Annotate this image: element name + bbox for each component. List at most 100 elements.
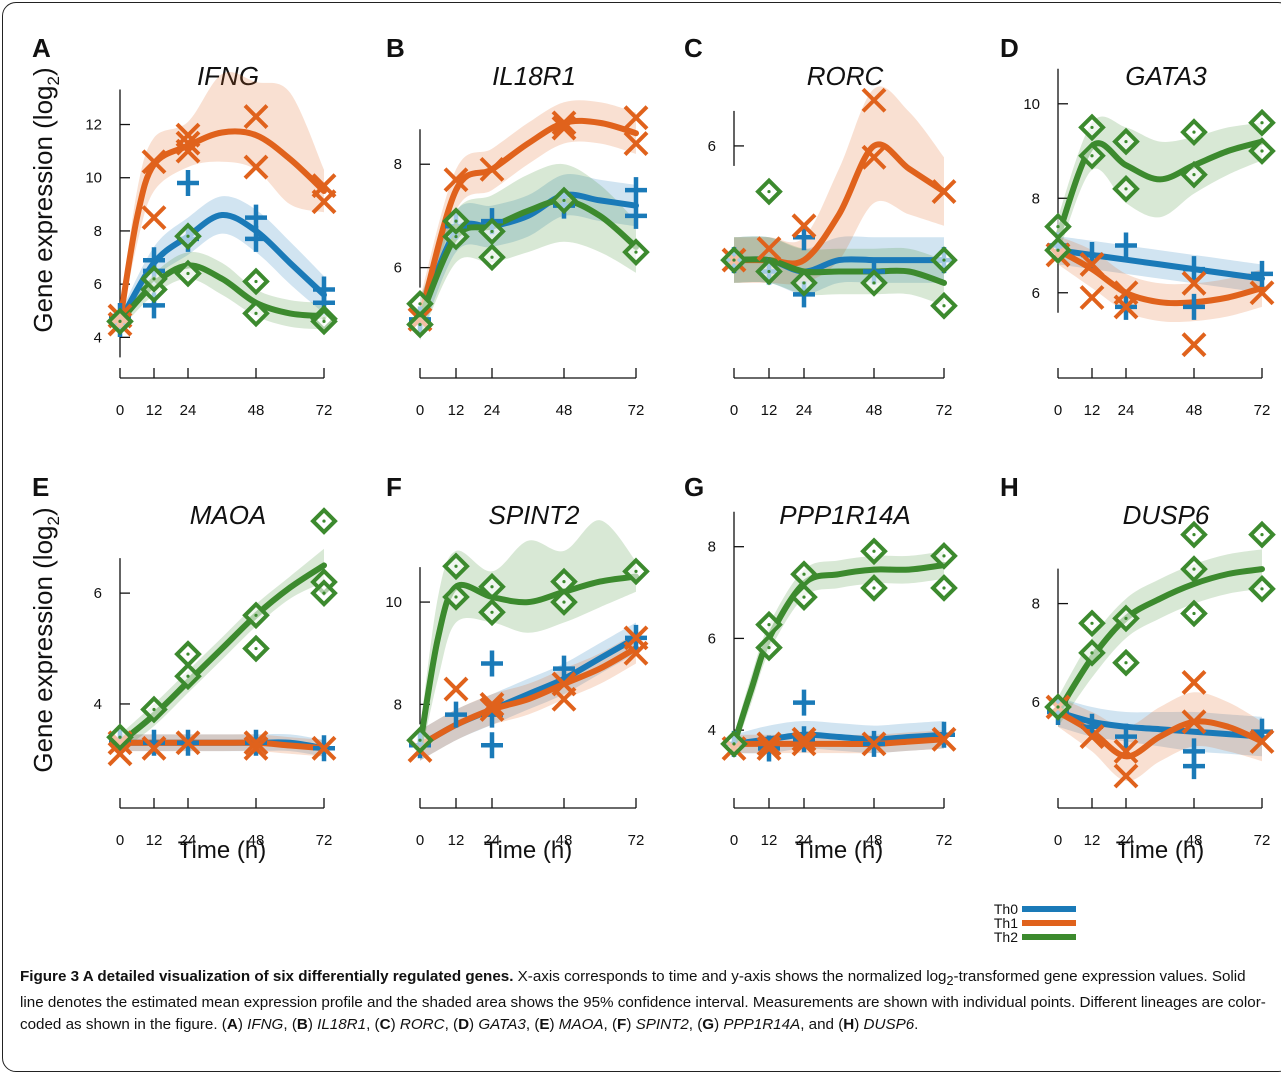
point-th1 [141, 149, 167, 175]
point-th2-center [732, 258, 736, 262]
point-th2-center [1090, 621, 1094, 625]
caption-ref-close: ) [237, 1016, 248, 1034]
point-th2-center [942, 258, 946, 262]
panel-title: GATA3 [1125, 61, 1207, 91]
y-axis-label-subscript: 2 [44, 516, 63, 525]
legend-item-th1: Th1 [986, 916, 1076, 930]
point-th1 [1181, 270, 1207, 296]
point-th0 [625, 202, 647, 229]
x-tick-label: 12 [448, 832, 465, 849]
caption-label: Figure 3 [20, 968, 80, 985]
x-tick-label: 24 [484, 402, 501, 419]
point-th2-center [454, 564, 458, 568]
point-th2-center [1124, 661, 1128, 665]
caption-ref-gene: GATA3 [478, 1016, 526, 1034]
y-tick-label: 10 [385, 594, 402, 611]
panel-letter: D [1000, 33, 1019, 63]
point-th2-center [802, 595, 806, 599]
y-tick-label: 6 [1032, 285, 1040, 302]
point-th1 [551, 686, 577, 712]
point-th2-center [186, 271, 190, 276]
point-th1 [1181, 669, 1207, 695]
confidence-band-th1 [1058, 236, 1262, 323]
point-th2-center [1124, 616, 1128, 620]
caption-ref-gene: DUSP6 [863, 1016, 915, 1034]
point-th1 [756, 236, 782, 262]
point-th2-center [767, 623, 771, 627]
x-tick-label: 24 [180, 402, 197, 419]
point-th2-center [1090, 125, 1094, 130]
x-tick-label: 72 [628, 832, 645, 849]
point-th1 [311, 189, 337, 215]
point-th2-center [322, 319, 326, 323]
x-tick-label: 48 [866, 402, 883, 419]
x-tick-label: 24 [796, 832, 813, 849]
panel-c: C RORC 6 0 12 24 48 72 [684, 33, 958, 419]
point-th1 [756, 736, 782, 761]
legend-label: Th2 [993, 929, 1018, 945]
point-th2-center [1124, 139, 1128, 144]
caption-ref-gene: IFNG [247, 1016, 284, 1034]
point-th2-center [454, 235, 458, 239]
point-th1 [107, 741, 133, 767]
point-th1 [243, 104, 269, 129]
confidence-band-th1 [120, 71, 324, 330]
caption-ref-close: ) [307, 1016, 318, 1034]
panel-letter: G [684, 472, 704, 502]
x-tick-label: 48 [556, 402, 573, 419]
point-th1 [1079, 251, 1105, 277]
x-tick-label: 12 [761, 832, 778, 849]
point-th2-center [1260, 533, 1264, 537]
point-th1 [141, 735, 167, 761]
point-th2-center [118, 319, 122, 323]
y-axis-label-close: ) [28, 67, 58, 76]
point-th1 [791, 726, 817, 752]
point-th2-center [490, 610, 494, 614]
y-tick-label: 8 [1032, 190, 1040, 207]
point-th2-center [1192, 533, 1196, 537]
legend-swatch [1022, 920, 1076, 926]
caption-ref-close: ) [854, 1016, 864, 1034]
caption-ref-letter: B [296, 1016, 308, 1034]
x-tick-label: 48 [1186, 832, 1203, 849]
point-th2-center [1192, 611, 1196, 616]
x-tick-label: 24 [484, 832, 501, 849]
x-tick-label: 72 [936, 402, 953, 419]
point-th2-center [254, 646, 258, 651]
y-tick-label: 4 [94, 329, 102, 346]
x-tick-label: 72 [1254, 832, 1271, 849]
point-th1 [1079, 724, 1105, 750]
point-th2-center [1056, 705, 1060, 709]
point-th1 [756, 731, 782, 757]
point-th0 [1183, 753, 1205, 780]
point-th1 [243, 735, 269, 761]
point-th2-center [454, 595, 458, 599]
mean-line-th1 [417, 117, 639, 323]
y-tick-label: 8 [94, 223, 102, 240]
y-tick-label: 4 [708, 722, 716, 739]
point-th1 [861, 144, 887, 170]
y-tick-label: 12 [85, 117, 102, 134]
point-th1 [1249, 280, 1275, 306]
x-tick-label: 12 [1084, 832, 1101, 849]
y-tick-label: 10 [1023, 96, 1040, 113]
point-th1 [1113, 763, 1139, 789]
y-tick-label: 6 [94, 276, 102, 293]
panel-title: MAOA [190, 500, 267, 530]
point-th0 [1115, 723, 1137, 750]
point-th2-center [1192, 173, 1196, 177]
point-th2-center [634, 569, 638, 573]
y-tick-label: 4 [94, 696, 102, 713]
point-th2-center [322, 519, 326, 523]
panel-letter: H [1000, 472, 1019, 502]
point-th2-center [1090, 651, 1094, 655]
point-th2-center [732, 742, 736, 746]
point-th2-center [562, 580, 566, 584]
point-th2-center [418, 302, 422, 306]
point-th1 [243, 154, 269, 180]
x-axis-label: Time (h) [795, 837, 883, 864]
point-th2-center [186, 652, 190, 656]
point-th2-center [767, 189, 771, 194]
x-axis-label: Time (h) [1116, 837, 1204, 864]
